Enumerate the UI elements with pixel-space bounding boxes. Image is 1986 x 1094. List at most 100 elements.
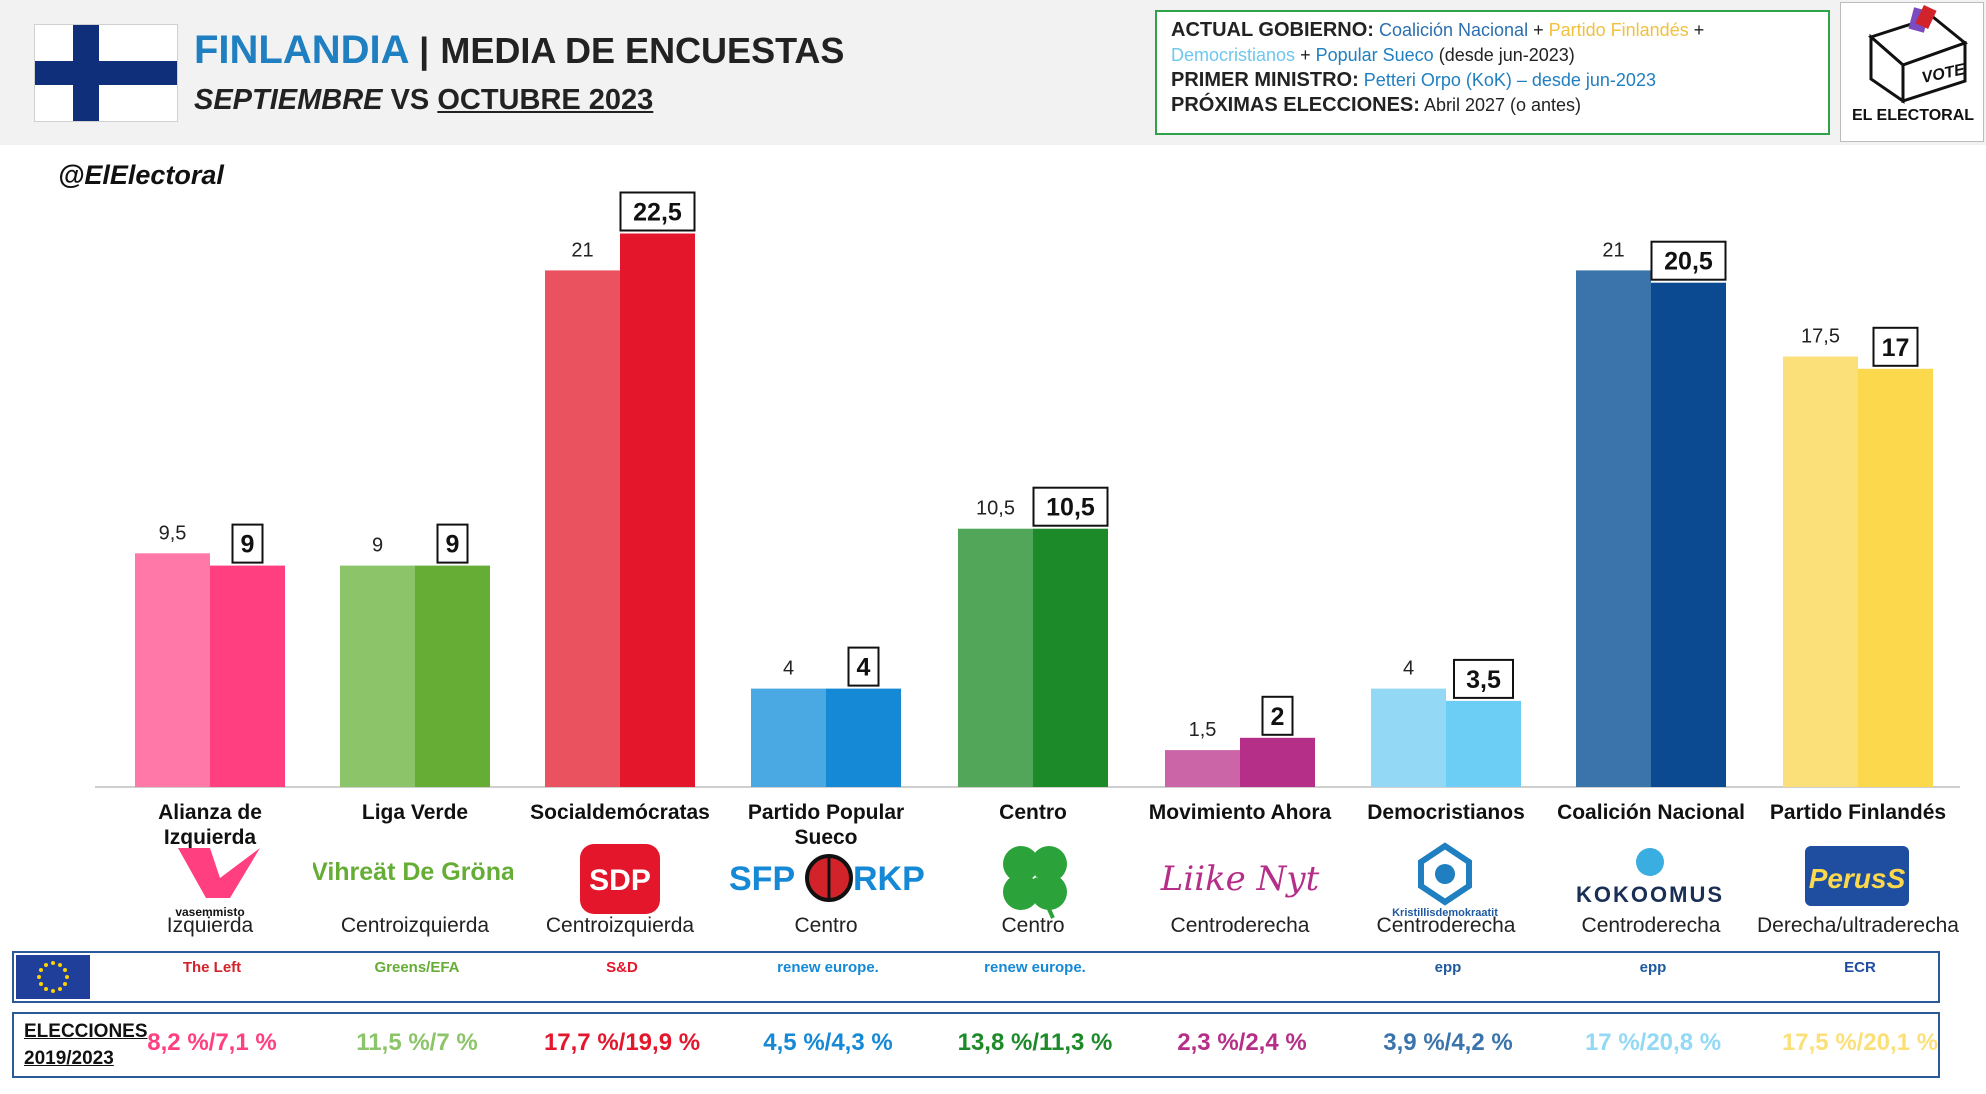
bar-september: [1371, 688, 1446, 787]
bar-september: [340, 565, 415, 787]
logo-sdp: SDP: [520, 840, 720, 920]
election-result: 17 %/20,8 %: [1584, 1029, 1722, 1056]
value-label-october: 17: [1882, 334, 1910, 362]
party-name: Democristianos: [1367, 801, 1525, 824]
value-box-october: [1261, 695, 1294, 736]
value-label-october: 10,5: [1046, 494, 1095, 522]
value-box-october: [436, 523, 469, 564]
party-name: Socialdemócratas: [530, 801, 710, 824]
value-label-october: 9: [241, 531, 255, 559]
bar-september: [1165, 750, 1240, 787]
pm-label: PRIMER MINISTRO:: [1171, 69, 1359, 91]
brand-name: EL ELECTORAL: [1851, 107, 1975, 124]
party-name: Liga Verde: [361, 801, 469, 824]
ballot-box-icon: VOTE: [1868, 4, 1969, 104]
subtitle-september: SEPTIEMBRE: [194, 84, 383, 116]
logo-sfp-rkp: SFP RKP: [725, 840, 925, 920]
bar-october: [826, 688, 901, 787]
election-result: 17,7 %/19,9 %: [543, 1029, 701, 1056]
logo-liike-nyt: Liike Nyt: [1140, 840, 1340, 920]
party-name: Movimiento Ahora: [1148, 801, 1332, 824]
eu-groups-strip: The Left Greens/EFA S&D renew europe. renew …: [12, 951, 1940, 1003]
bar-september: [1783, 356, 1858, 787]
value-label-september: 9,5: [159, 522, 187, 544]
party-ideology: Izquierda: [166, 914, 254, 937]
gov-party-sfp: Popular Sueco: [1315, 45, 1434, 65]
bar-september: [545, 270, 620, 787]
value-label-september: 4: [1403, 658, 1414, 680]
logo-centro-clover: [935, 840, 1135, 920]
election-result: 11,5 %/7 %: [356, 1029, 478, 1056]
value-box-october: [1650, 240, 1727, 281]
header-band: FINLANDIA | MEDIA DE ENCUESTAS SEPTIEMBR…: [0, 0, 1986, 145]
value-label-september: 21: [1602, 239, 1624, 261]
bar-october: [1858, 368, 1933, 787]
pm-value: Petteri Orpo (KoK) – desde jun-2023: [1363, 70, 1656, 90]
election-result: 8,2 %/7,1 %: [147, 1029, 277, 1056]
subtitle-vs: VS: [390, 84, 430, 116]
logo-vihreat: Vihreät De Gröna: [311, 840, 516, 920]
value-label-october: 22,5: [633, 199, 682, 227]
value-label-september: 17,5: [1801, 326, 1840, 348]
value-box-october: [1453, 658, 1514, 699]
svg-text:PerusS: PerusS: [1809, 863, 1906, 894]
party-ideology: Derecha/ultraderecha: [1757, 914, 1959, 937]
bar-september: [1576, 270, 1651, 787]
svg-text:KOKOOMUS: KOKOOMUS: [1576, 882, 1724, 907]
bar-september: [751, 688, 826, 787]
next-elections-value: Abril 2027 (o antes): [1423, 95, 1582, 115]
svg-text:SFP: SFP: [729, 860, 795, 898]
svg-text:SDP: SDP: [589, 864, 651, 897]
value-label-september: 1,5: [1189, 719, 1217, 741]
gov-party-kd: Democristianos: [1171, 45, 1296, 65]
value-box-october: [231, 523, 264, 564]
value-box-october: [619, 191, 696, 232]
el-electoral-logo: VOTE EL ELECTORAL: [1840, 2, 1984, 142]
eu-group-badge: epp: [1639, 959, 1667, 976]
twitter-handle: @ElElectoral: [58, 160, 224, 190]
party-name: Alianza de Izquierda: [158, 801, 262, 849]
value-label-october: 20,5: [1664, 248, 1713, 276]
election-result: 4,5 %/4,3 %: [763, 1029, 893, 1056]
finland-flag-icon: [34, 24, 178, 122]
value-label-september: 9: [372, 535, 383, 557]
bar-chart: 9,5 9 9 9 21 22,5 4 4 10,5 10,5 1,5 2 4 3,5 21 20,5 17,5…: [95, 191, 1960, 788]
svg-text:Liike Nyt: Liike Nyt: [1160, 859, 1320, 899]
election-result: 2,3 %/2,4 %: [1177, 1029, 1307, 1056]
title-country: FINLANDIA: [194, 28, 409, 72]
party-name: Partido Finlandés: [1769, 801, 1947, 824]
value-label-september: 10,5: [976, 498, 1015, 520]
value-box-october: [847, 646, 880, 687]
elections-label-line2: 2019/2023: [24, 1048, 114, 1069]
election-results-strip: ELECCIONES 2019/2023 8,2 %/7,1 % 11,5 %/7…: [12, 1012, 1940, 1078]
eu-group-badge: ECR: [1844, 959, 1876, 976]
bar-september: [958, 528, 1033, 787]
party-ideology: Centro: [1001, 914, 1065, 937]
party-ideology: Centroderecha: [1581, 914, 1721, 937]
party-name: Partido Popular Sueco: [747, 801, 905, 849]
party-ideology: Centro: [794, 914, 858, 937]
logo-perus: PerusS: [1757, 840, 1957, 920]
gov-since: (desde jun-2023): [1438, 45, 1575, 65]
subtitle-october: OCTUBRE 2023: [437, 84, 654, 116]
election-result: 3,9 %/4,2 %: [1383, 1029, 1513, 1056]
gov-label: ACTUAL GOBIERNO:: [1171, 19, 1374, 41]
page-title: FINLANDIA | MEDIA DE ENCUESTAS: [194, 28, 844, 73]
logo-vasemmisto: vasemmisto: [110, 840, 310, 920]
party-ideology: Centroizquierda: [545, 914, 695, 937]
value-label-october: 2: [1271, 703, 1285, 731]
eu-flag-icon: [16, 955, 90, 999]
bar-october: [210, 565, 285, 787]
plus-sign: +: [1533, 20, 1544, 40]
value-label-october: 4: [857, 654, 871, 682]
logo-kristillisdemokraatit: Kristillisdemokraatit: [1345, 840, 1545, 920]
eu-group-badge: S&D: [606, 959, 638, 976]
page-subtitle: SEPTIEMBRE VS OCTUBRE 2023: [194, 84, 653, 117]
party-ideology: Centroderecha: [1376, 914, 1516, 937]
title-rest: MEDIA DE ENCUESTAS: [440, 30, 845, 71]
eu-group-badge: renew europe.: [984, 959, 1086, 976]
party-name: Centro: [999, 801, 1067, 824]
value-label-october: 3,5: [1466, 666, 1501, 694]
svg-text:RKP: RKP: [853, 860, 925, 898]
eu-group-badge: Greens/EFA: [374, 959, 460, 976]
